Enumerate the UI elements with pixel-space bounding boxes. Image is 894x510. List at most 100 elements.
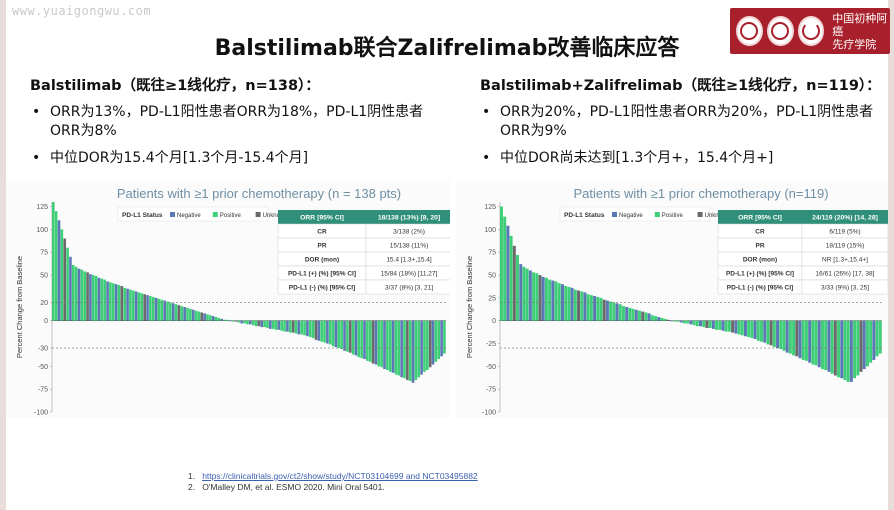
bar (254, 320, 258, 327)
bar (66, 247, 69, 321)
bar (753, 320, 757, 339)
bar (274, 320, 278, 330)
legend-swatch (654, 212, 660, 217)
bar (388, 320, 392, 372)
y-axis-label: Percent Change from Baseline (15, 256, 24, 358)
bar (663, 318, 667, 321)
y-axis-label: Percent Change from Baseline (465, 256, 474, 358)
bar (129, 289, 132, 321)
bar (846, 320, 850, 382)
bar (711, 320, 715, 329)
orr-table: ORR [95% CI] 24/119 (20%) [14, 28] CR 6/119… (717, 210, 889, 295)
bar (63, 238, 67, 321)
bar (328, 320, 332, 345)
bar (288, 320, 292, 333)
bar (705, 320, 709, 328)
bar (83, 271, 87, 321)
reference-link[interactable]: https://clinicaltrials.gov/ct2/show/stud… (202, 471, 478, 481)
legend-title: PD-L1 Status (564, 212, 605, 219)
bar (679, 320, 683, 323)
table-row-label: PD-L1 (+) (%) [95% CI] (726, 271, 794, 278)
y-tick-label: 125 (36, 204, 48, 211)
bar (354, 320, 358, 356)
table-header-bg (278, 210, 452, 224)
bar (320, 320, 323, 342)
bar (243, 320, 246, 324)
reference-item[interactable]: 1. https://clinicaltrials.gov/ct2/show/s… (188, 471, 478, 481)
bar (117, 285, 121, 321)
bar (403, 320, 406, 379)
bar (334, 320, 338, 348)
bar (708, 320, 712, 328)
table-row-label: PR (317, 243, 326, 250)
bar (311, 320, 315, 339)
bar (414, 320, 418, 381)
y-tick-label: 20 (40, 300, 48, 307)
bar (314, 320, 318, 340)
bar (541, 276, 545, 321)
bar (397, 320, 401, 376)
bar (368, 320, 372, 362)
bar (756, 320, 760, 341)
bar (865, 320, 869, 367)
bar (100, 278, 104, 321)
bar (695, 320, 699, 327)
power-logo-icon (797, 16, 825, 46)
bar (795, 320, 799, 357)
bar (171, 303, 175, 321)
legend-label: Negative (177, 213, 201, 219)
bar (180, 306, 184, 321)
bar (682, 320, 686, 324)
legend-box (117, 206, 269, 222)
bar (380, 320, 383, 368)
bar (503, 216, 507, 321)
bar (840, 320, 844, 379)
table-row-value: 3/33 (9%) [3, 25] (821, 285, 869, 292)
bar (538, 275, 542, 321)
bar (166, 301, 169, 321)
table-row-value: NR [1.3+,15.4+] (822, 257, 868, 264)
bar (535, 273, 539, 321)
bar (654, 316, 658, 321)
bar (843, 320, 847, 381)
bar (137, 292, 141, 321)
bar (837, 320, 841, 378)
bar (220, 318, 224, 321)
institution-logo: 中国初种阿癌 先疗学院 (730, 8, 890, 54)
bar (699, 320, 702, 327)
bar (149, 296, 152, 321)
bar (548, 279, 552, 321)
y-tick-label: 125 (484, 204, 496, 211)
y-tick-label: 50 (40, 273, 48, 280)
bar (97, 277, 101, 321)
bar (596, 296, 600, 321)
bar (673, 320, 677, 322)
bar (54, 211, 58, 321)
legend-label: Unknown (705, 213, 730, 219)
bar (234, 320, 238, 322)
bar (257, 320, 261, 327)
bar (593, 296, 597, 321)
bar (586, 294, 590, 321)
bar (366, 320, 369, 361)
bar (631, 308, 635, 321)
bar (872, 320, 876, 360)
bar (428, 320, 432, 368)
bar (817, 320, 821, 368)
bar (647, 313, 651, 321)
left-bullets: ORR为13%，PD-L1阳性患者ORR为18%，PD-L1阴性患者ORR为8%… (30, 103, 450, 168)
table-row-value: 15/84 (18%) [11,27] (381, 271, 438, 278)
bar (506, 225, 510, 321)
bar (343, 320, 346, 351)
table-row-label: DOR (mon) (743, 257, 777, 264)
bar (589, 295, 593, 321)
bar (715, 320, 719, 330)
bar (804, 320, 808, 361)
y-tick-label: -30 (38, 346, 48, 353)
bar (294, 320, 298, 334)
bar (217, 317, 221, 321)
right-heading: Balstilimab+Zalifrelimab（既往≥1线化疗，n=119）： (480, 78, 881, 94)
bar (747, 320, 751, 338)
bar (131, 290, 135, 321)
bar (824, 320, 828, 370)
